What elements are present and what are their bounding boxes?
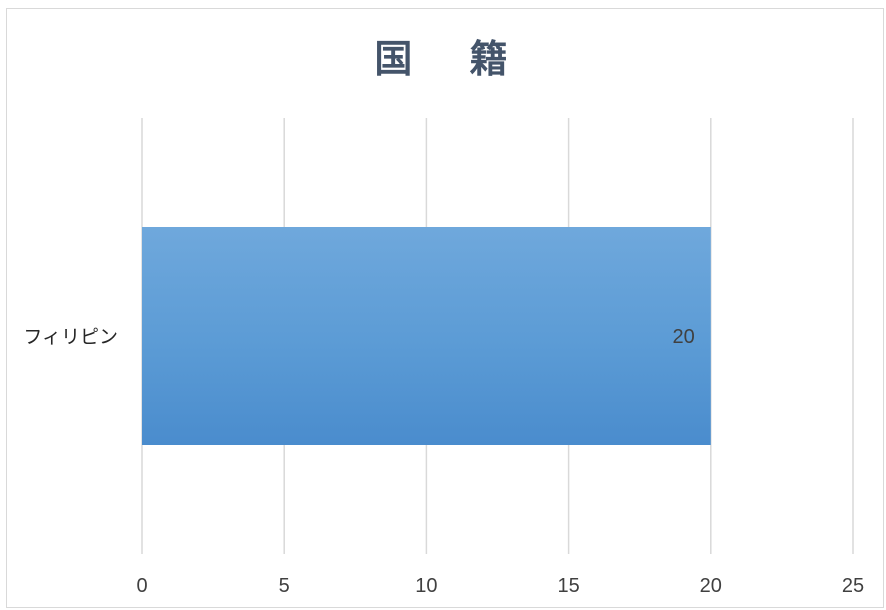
x-tick-label: 0 xyxy=(136,575,147,597)
bars: 20 xyxy=(142,227,711,445)
x-axis-ticks: 0 5 10 15 20 25 xyxy=(136,575,864,597)
x-tick-label: 15 xyxy=(557,575,579,597)
chart-title: 国 籍 xyxy=(374,37,529,81)
category-label: フィリピン xyxy=(23,326,118,348)
x-tick-label: 5 xyxy=(279,575,290,597)
x-tick-label: 25 xyxy=(842,575,864,597)
bar xyxy=(142,227,711,445)
x-tick-label: 10 xyxy=(415,575,437,597)
x-tick-label: 20 xyxy=(700,575,722,597)
data-label: 20 xyxy=(673,326,695,348)
y-axis-categories: フィリピン xyxy=(23,326,118,348)
